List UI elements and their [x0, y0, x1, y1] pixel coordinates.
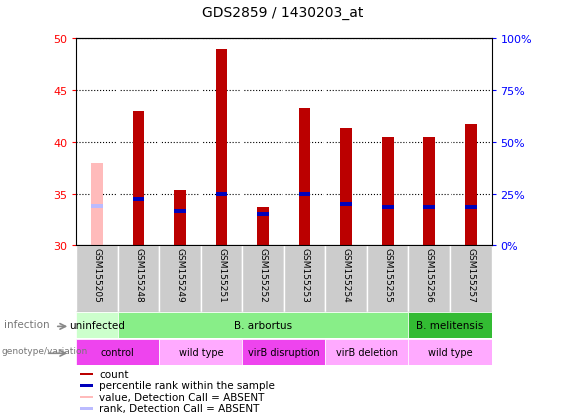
Text: B. arbortus: B. arbortus	[234, 320, 292, 330]
Bar	[216, 50, 228, 246]
Bar	[174, 191, 186, 246]
Bar	[80, 373, 93, 375]
Bar	[423, 137, 435, 246]
Text: GSM155253: GSM155253	[300, 248, 309, 302]
Bar	[91, 204, 103, 209]
Bar	[257, 207, 269, 246]
Bar	[465, 125, 477, 246]
Bar	[408, 339, 492, 365]
Text: infection: infection	[4, 319, 50, 329]
Bar	[325, 339, 408, 365]
Bar	[133, 197, 145, 201]
Bar	[340, 129, 352, 246]
Text: genotype/variation: genotype/variation	[2, 346, 88, 355]
Text: wild type: wild type	[428, 347, 472, 357]
Text: GSM155255: GSM155255	[383, 248, 392, 302]
Text: virB deletion: virB deletion	[336, 347, 398, 357]
Text: GSM155252: GSM155252	[259, 248, 268, 302]
Bar	[133, 112, 145, 246]
Text: wild type: wild type	[179, 347, 223, 357]
Bar	[174, 210, 186, 214]
Bar	[257, 213, 269, 217]
Text: rank, Detection Call = ABSENT: rank, Detection Call = ABSENT	[99, 403, 259, 413]
Bar	[76, 339, 159, 365]
Bar	[80, 407, 93, 410]
Text: percentile rank within the sample: percentile rank within the sample	[99, 380, 275, 390]
Bar	[450, 246, 492, 312]
Text: GSM155205: GSM155205	[93, 248, 102, 302]
Text: GDS2859 / 1430203_at: GDS2859 / 1430203_at	[202, 6, 363, 20]
Bar	[367, 246, 408, 312]
Bar	[80, 396, 93, 398]
Text: GSM155257: GSM155257	[466, 248, 475, 302]
Text: value, Detection Call = ABSENT: value, Detection Call = ABSENT	[99, 392, 264, 402]
Bar	[408, 246, 450, 312]
Bar	[80, 384, 93, 387]
Bar	[242, 246, 284, 312]
Text: virB disruption: virB disruption	[248, 347, 320, 357]
Bar	[325, 246, 367, 312]
Text: GSM155248: GSM155248	[134, 248, 143, 302]
Text: B. melitensis: B. melitensis	[416, 320, 484, 330]
Bar	[91, 163, 103, 246]
Text: count: count	[99, 369, 129, 379]
Bar	[382, 205, 394, 209]
Bar	[159, 246, 201, 312]
Bar	[159, 339, 242, 365]
Bar	[201, 246, 242, 312]
Bar	[299, 108, 311, 246]
Bar	[76, 246, 118, 312]
Bar	[118, 246, 159, 312]
Bar	[76, 312, 118, 338]
Text: GSM155249: GSM155249	[176, 248, 185, 302]
Bar	[299, 192, 311, 196]
Bar	[465, 205, 477, 209]
Text: GSM155254: GSM155254	[342, 248, 351, 302]
Bar	[118, 312, 408, 338]
Bar	[382, 137, 394, 246]
Bar	[340, 202, 352, 206]
Text: GSM155251: GSM155251	[217, 248, 226, 302]
Bar	[284, 246, 325, 312]
Text: GSM155256: GSM155256	[425, 248, 434, 302]
Bar	[242, 339, 325, 365]
Bar	[423, 205, 435, 209]
Bar	[216, 192, 228, 196]
Text: uninfected: uninfected	[69, 320, 125, 330]
Text: control: control	[101, 347, 134, 357]
Bar	[408, 312, 492, 338]
